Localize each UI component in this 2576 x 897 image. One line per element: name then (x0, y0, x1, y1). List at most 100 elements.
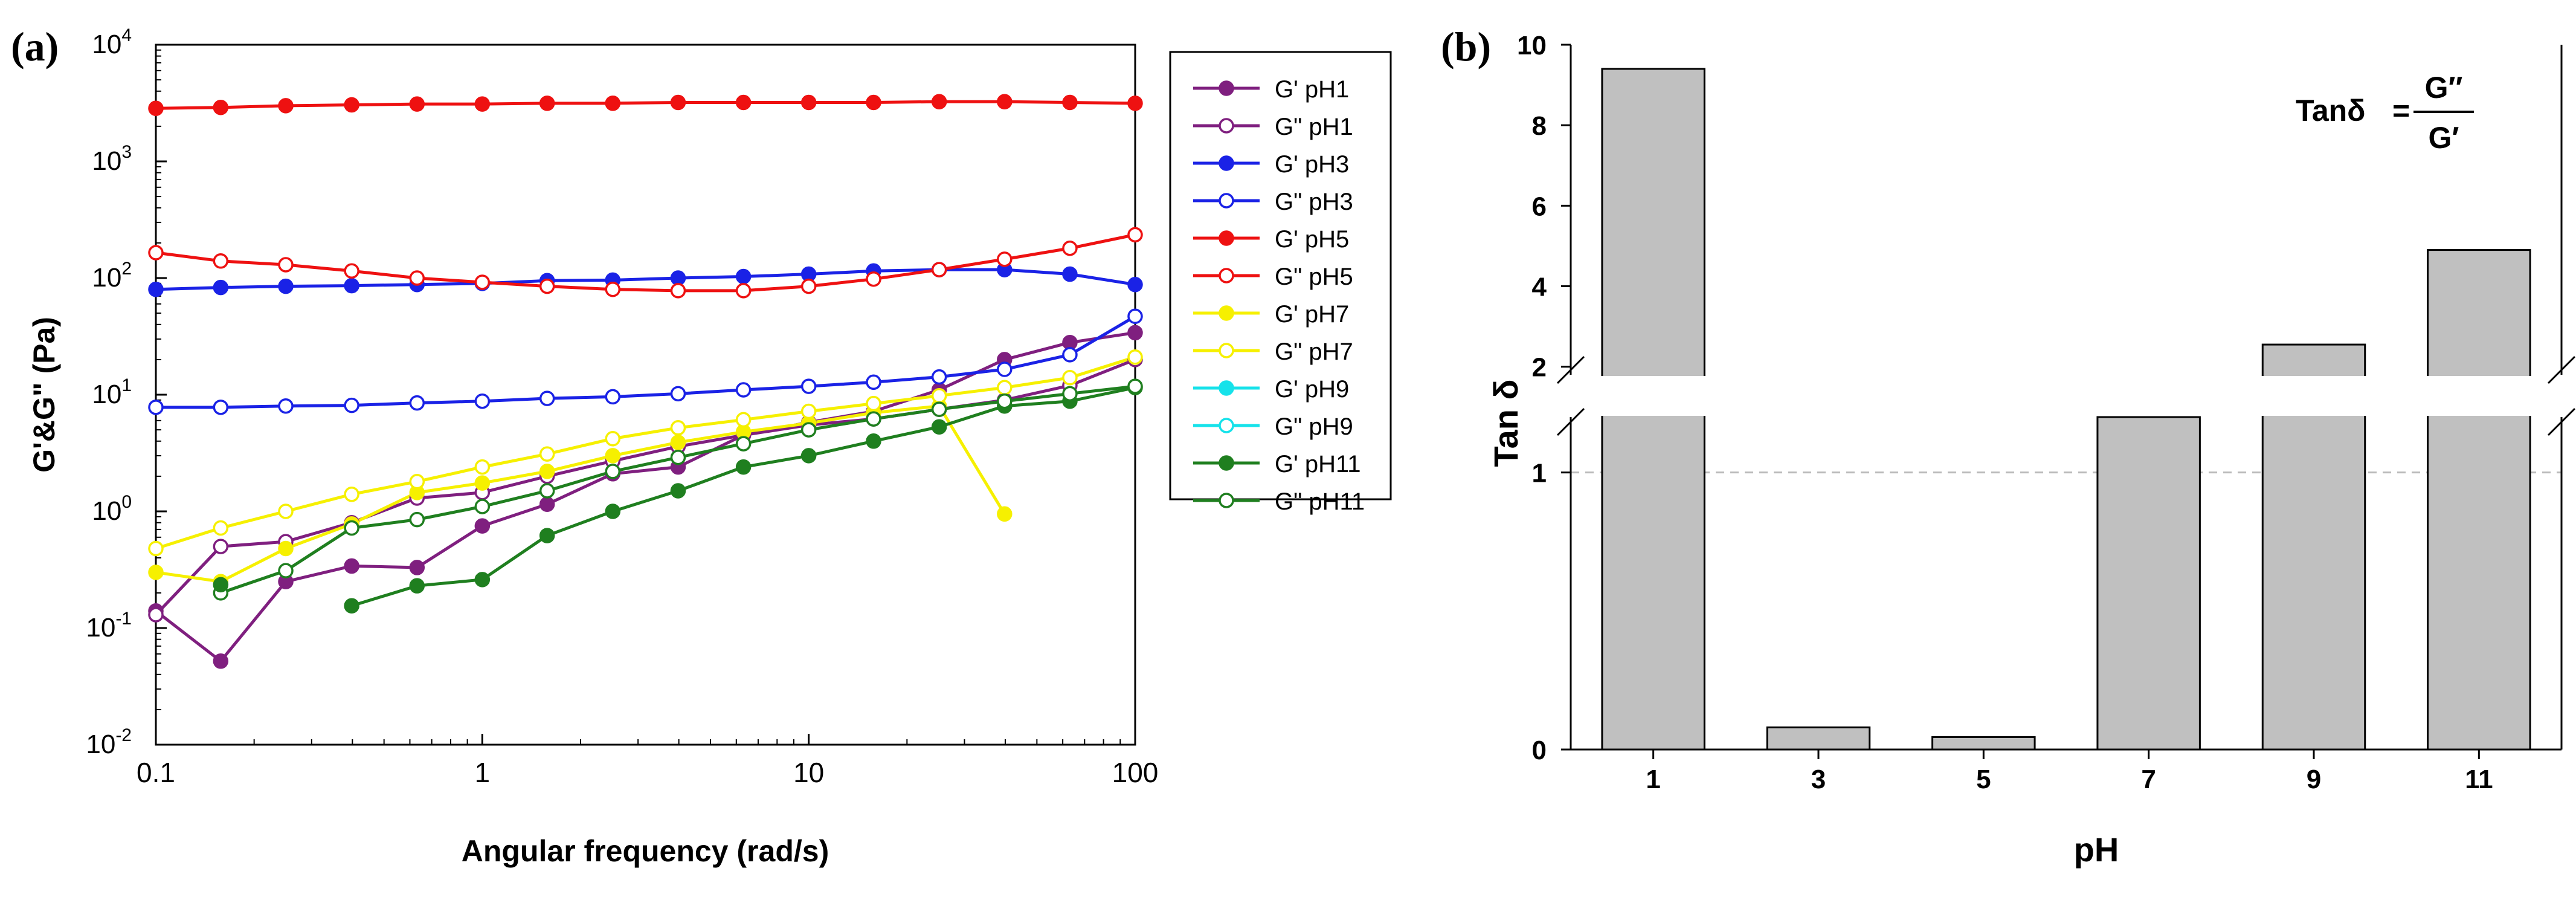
series-line (155, 268, 1136, 291)
data-point (605, 389, 621, 405)
x-tick-label: 1 (1646, 765, 1660, 794)
data-point (409, 270, 425, 286)
data-point (931, 262, 947, 277)
x-tick-label: 10 (793, 757, 824, 788)
y-tick-label: 10-2 (86, 725, 132, 759)
data-point (278, 257, 294, 273)
data-point (931, 369, 947, 385)
legend-label: G" pH5 (1275, 264, 1353, 290)
data-point (539, 390, 555, 406)
series-line (155, 404, 1006, 583)
data-point (1062, 240, 1078, 256)
panel-b-ylabel: Tan δ (1487, 380, 1525, 467)
data-point (1127, 308, 1143, 325)
legend-marker (1219, 418, 1234, 433)
data-point (474, 459, 491, 475)
data-point (474, 475, 491, 491)
x-tick-label: 0.1 (137, 757, 175, 788)
data-point (409, 560, 425, 575)
data-point (539, 483, 555, 499)
data-point (474, 572, 491, 588)
legend-label: G" pH1 (1275, 114, 1353, 140)
data-point (1127, 349, 1143, 365)
data-point (800, 378, 817, 394)
data-point (605, 430, 621, 447)
legend-marker (1219, 455, 1234, 471)
y-tick-label: 101 (92, 375, 132, 409)
y-tick-label: 100 (92, 492, 132, 526)
data-point (278, 98, 294, 114)
data-point (344, 520, 359, 536)
data-point (605, 281, 621, 297)
y-tick-label: 10 (1517, 31, 1547, 60)
data-point (409, 473, 425, 490)
data-point (800, 94, 817, 111)
bar-ph-11 (2427, 249, 2531, 751)
x-tick-label: 7 (2141, 765, 2156, 794)
legend-marker (1219, 380, 1234, 396)
data-point (866, 411, 881, 427)
data-point (1062, 347, 1078, 363)
axis-break-mark (1556, 407, 1585, 436)
data-point (409, 578, 425, 594)
data-point (670, 483, 686, 499)
data-point (735, 436, 752, 452)
data-point (866, 433, 881, 449)
data-point (735, 459, 752, 475)
data-point (670, 420, 686, 436)
x-tick-label: 11 (2465, 765, 2493, 794)
data-point (539, 278, 555, 294)
x-tick-label: 9 (2307, 765, 2321, 794)
legend-label: G' pH7 (1275, 301, 1349, 328)
data-point (1127, 96, 1143, 111)
legend-label: G' pH5 (1275, 226, 1349, 253)
data-point (409, 511, 425, 528)
data-point (213, 279, 229, 296)
y-tick-label: 8 (1532, 111, 1547, 141)
legend-marker (1219, 305, 1234, 321)
data-point (213, 577, 229, 593)
bar-ph-5 (1931, 736, 2036, 751)
x-tick-label: 1 (475, 757, 491, 788)
legend: G' pH1 G" pH1 G' pH3 G" pH3 G' pH5 G" pH5 G' p… (1169, 51, 1392, 515)
data-point (213, 539, 229, 554)
data-point (735, 412, 752, 428)
data-point (997, 506, 1013, 522)
data-point (148, 565, 164, 580)
data-point (278, 504, 294, 519)
data-point (866, 395, 881, 412)
y-tick-label: 4 (1532, 273, 1547, 302)
formula-lhs: Tanδ (2296, 94, 2366, 128)
series-line (155, 331, 1136, 663)
panel-a-xlabel: Angular frequency (rad/s) (462, 834, 829, 868)
x-tick-label: 3 (1811, 765, 1826, 794)
panel-b-xlabel: pH (2074, 831, 2119, 869)
y-tick-label: 1 (1532, 459, 1547, 488)
data-point (278, 398, 294, 414)
legend-marker (1219, 193, 1234, 209)
data-point (997, 380, 1013, 396)
panel-a-letter: (a) (11, 24, 59, 70)
data-point (997, 393, 1013, 409)
panel-a-chart: (a) 0.1 1 10 100 10-2 10-1 100 101 102 103 104 An… (11, 24, 1392, 868)
data-point (213, 520, 229, 536)
data-point (735, 382, 752, 398)
data-point (539, 496, 555, 513)
data-point (213, 100, 229, 115)
data-point (474, 96, 491, 112)
legend-label: G" pH7 (1275, 338, 1353, 365)
data-point (278, 278, 294, 294)
data-point (605, 464, 621, 479)
data-point (605, 96, 621, 111)
data-point (344, 487, 359, 502)
data-point (997, 361, 1013, 377)
x-tick-label: 100 (1112, 757, 1159, 788)
data-point (148, 607, 164, 623)
data-point (1062, 386, 1078, 402)
data-point (866, 94, 881, 111)
data-point (1127, 378, 1143, 394)
series-line (155, 100, 1136, 110)
data-point (735, 268, 752, 285)
legend-label: G' pH3 (1275, 151, 1349, 178)
data-point (409, 395, 425, 411)
